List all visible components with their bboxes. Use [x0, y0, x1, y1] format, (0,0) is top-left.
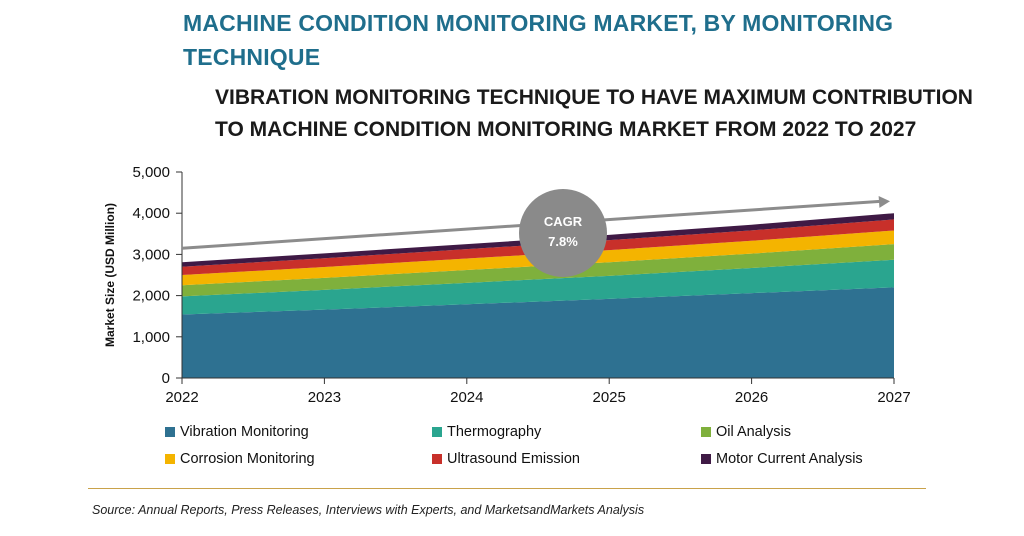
y-tick-label: 0 — [162, 370, 170, 387]
x-tick-label: 2024 — [450, 389, 483, 406]
legend-label: Motor Current Analysis — [716, 451, 863, 467]
page-title: MACHINE CONDITION MONITORING MARKET, BY … — [183, 10, 894, 70]
legend-item: Motor Current Analysis — [701, 451, 863, 467]
y-tick-label: 4,000 — [132, 205, 170, 222]
x-tick-label: 2025 — [593, 389, 626, 406]
x-tick-label: 2023 — [308, 389, 341, 406]
axes-group: 0 1,000 2,000 3,000 4,000 5,000 2022 2023 2024 20… — [103, 164, 911, 406]
chart-subtitle: VIBRATION MONITORING TECHNIQUE TO HAVE M… — [215, 86, 973, 141]
legend-swatch — [432, 454, 442, 464]
y-tick-label: 3,000 — [132, 246, 170, 263]
y-tick-label: 2,000 — [132, 288, 170, 305]
x-tick-label: 2022 — [165, 389, 198, 406]
cagr-label: CAGR — [544, 214, 583, 229]
area-vibration-monitoring — [182, 287, 894, 378]
source-note: Source: Annual Reports, Press Releases, … — [92, 503, 645, 517]
legend-item: Vibration Monitoring — [165, 424, 309, 440]
y-tick-label: 5,000 — [132, 164, 170, 181]
legend-label: Thermography — [447, 424, 542, 440]
x-tick-label: 2026 — [735, 389, 768, 406]
annotation-group: CAGR 7.8% — [181, 189, 890, 277]
x-tick-label: 2027 — [877, 389, 910, 406]
legend-label: Ultrasound Emission — [447, 451, 580, 467]
legend-item: Ultrasound Emission — [432, 451, 580, 467]
legend-label: Vibration Monitoring — [180, 424, 309, 440]
legend-swatch — [701, 454, 711, 464]
y-axis-label: Market Size (USD Million) — [103, 203, 117, 347]
y-tick-label: 1,000 — [132, 329, 170, 346]
legend-item: Oil Analysis — [701, 424, 791, 440]
legend-item: Thermography — [432, 424, 541, 440]
legend-swatch — [165, 427, 175, 437]
source-divider — [88, 488, 926, 489]
legend-label: Oil Analysis — [716, 424, 791, 440]
area-thermography — [182, 259, 894, 315]
cagr-value: 7.8% — [548, 234, 578, 249]
legend-swatch — [701, 427, 711, 437]
area-oil-analysis — [182, 244, 894, 297]
legend-swatch — [432, 427, 442, 437]
legend-label: Corrosion Monitoring — [180, 451, 315, 467]
trend-arrow-head — [878, 195, 890, 208]
cagr-bubble — [519, 189, 607, 277]
legend-swatch — [165, 454, 175, 464]
legend-item: Corrosion Monitoring — [165, 451, 315, 467]
